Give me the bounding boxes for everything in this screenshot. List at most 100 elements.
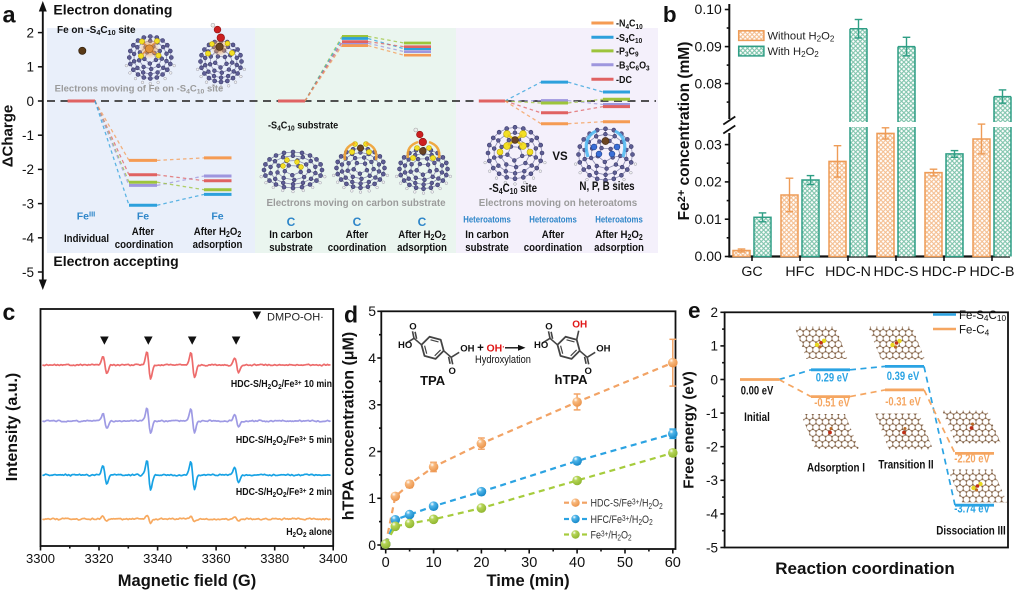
svg-text:O: O — [545, 321, 552, 332]
svg-text:20: 20 — [473, 555, 489, 571]
svg-text:O: O — [409, 321, 416, 332]
svg-text:0.08: 0.08 — [695, 75, 722, 91]
svg-text:OH: OH — [572, 320, 587, 331]
svg-text:3320: 3320 — [85, 551, 114, 566]
svg-text:Adsorption I: Adsorption I — [807, 462, 865, 475]
svg-text:Fe-C4: Fe-C4 — [959, 325, 990, 338]
svg-text:Individual: Individual — [64, 232, 109, 245]
svg-text:0: 0 — [26, 94, 34, 109]
svg-text:0.09: 0.09 — [695, 38, 722, 54]
svg-text:N, P, B sites: N, P, B sites — [579, 180, 634, 193]
svg-text:-5: -5 — [706, 540, 718, 555]
svg-text:After: After — [542, 228, 565, 241]
svg-text:HFC: HFC — [785, 264, 814, 280]
svg-text:Without H2O2: Without H2O2 — [768, 30, 835, 43]
svg-text:Electron donating: Electron donating — [53, 2, 172, 18]
svg-text:Free energy (eV): Free energy (eV) — [681, 371, 698, 489]
svg-text:HDC-B: HDC-B — [970, 264, 1015, 280]
svg-text:1: 1 — [710, 339, 718, 354]
svg-text:-2: -2 — [706, 440, 718, 455]
svg-text:Intensity (a.u.): Intensity (a.u.) — [4, 373, 21, 481]
svg-text:+: + — [477, 343, 484, 355]
svg-text:2: 2 — [710, 305, 718, 320]
svg-text:-5: -5 — [22, 265, 34, 280]
svg-text:HDC-S: HDC-S — [874, 264, 919, 280]
svg-text:60: 60 — [665, 555, 681, 571]
svg-text:3380: 3380 — [260, 551, 289, 566]
svg-text:OH: OH — [460, 343, 474, 354]
svg-text:3400: 3400 — [319, 551, 348, 566]
svg-text:d: d — [344, 302, 358, 328]
svg-text:After H2O2: After H2O2 — [595, 228, 642, 242]
svg-text:Fe-S4C10: Fe-S4C10 — [959, 310, 1006, 323]
svg-text:adsorption: adsorption — [193, 238, 243, 251]
svg-text:C: C — [353, 215, 362, 229]
svg-text:3360: 3360 — [202, 551, 231, 566]
svg-text:4: 4 — [368, 350, 376, 366]
svg-text:-1: -1 — [706, 406, 718, 421]
svg-text:GC: GC — [741, 264, 762, 280]
svg-text:DMPO-OH·: DMPO-OH· — [267, 312, 324, 324]
svg-text:-4: -4 — [706, 507, 718, 522]
svg-text:0.01: 0.01 — [695, 211, 722, 227]
svg-text:C: C — [418, 215, 427, 229]
svg-text:Electrons moving on carbon sub: Electrons moving on carbon substrate — [266, 198, 446, 209]
svg-text:3340: 3340 — [143, 551, 172, 566]
svg-text:a: a — [3, 1, 17, 27]
svg-text:-1: -1 — [22, 128, 34, 143]
svg-text:0: 0 — [368, 537, 376, 553]
svg-text:substrate: substrate — [269, 241, 313, 254]
svg-text:Fe: Fe — [137, 210, 149, 222]
svg-text:c: c — [3, 299, 16, 325]
svg-text:Heteroatoms: Heteroatoms — [595, 214, 643, 225]
svg-text:coordination: coordination — [524, 241, 582, 254]
svg-text:0.02: 0.02 — [695, 174, 722, 190]
svg-text:adsorption: adsorption — [397, 241, 447, 254]
svg-text:0: 0 — [382, 555, 390, 571]
svg-text:0.00: 0.00 — [695, 248, 722, 264]
svg-text:-3: -3 — [22, 196, 34, 211]
svg-text:Time (min): Time (min) — [486, 572, 569, 590]
svg-text:-B3C6O3: -B3C6O3 — [616, 60, 650, 72]
svg-text:-2.20 eV: -2.20 eV — [954, 453, 990, 466]
svg-text:Heteroatoms: Heteroatoms — [463, 214, 511, 225]
svg-text:After H2O2: After H2O2 — [398, 228, 445, 242]
svg-text:0.03: 0.03 — [695, 136, 722, 152]
svg-text:-0.51 eV: -0.51 eV — [814, 397, 850, 410]
svg-text:Fe3+/H2O2: Fe3+/H2O2 — [591, 528, 632, 542]
svg-text:2: 2 — [26, 25, 34, 40]
svg-text:hTPA concentration (μM): hTPA concentration (μM) — [340, 332, 357, 520]
svg-text:1: 1 — [26, 60, 34, 75]
svg-text:HDC-S/Fe3+/H2O2: HDC-S/Fe3+/H2O2 — [591, 496, 663, 510]
svg-text:Hydroxylation: Hydroxylation — [475, 354, 531, 366]
svg-text:Heteroatoms: Heteroatoms — [529, 214, 577, 225]
svg-text:TPA: TPA — [420, 373, 446, 388]
svg-text:0.10: 0.10 — [695, 1, 722, 17]
svg-text:-3.74 eV: -3.74 eV — [954, 503, 990, 516]
svg-text:HO: HO — [398, 340, 412, 351]
svg-text:Fe on -S4C10 site: Fe on -S4C10 site — [57, 25, 136, 37]
svg-text:C: C — [287, 215, 296, 229]
svg-text:Magnetic field (G): Magnetic field (G) — [118, 572, 256, 590]
svg-text:-3: -3 — [706, 473, 718, 488]
svg-text:1: 1 — [368, 490, 376, 506]
svg-text:3: 3 — [368, 397, 376, 413]
svg-text:Initial: Initial — [744, 411, 770, 424]
svg-text:3300: 3300 — [26, 551, 55, 566]
svg-text:After H2O2: After H2O2 — [194, 225, 241, 239]
svg-text:HFC/Fe3+/H2O2: HFC/Fe3+/H2O2 — [591, 513, 653, 527]
svg-text:ΔCharge: ΔCharge — [0, 105, 17, 167]
svg-text:0.00 eV: 0.00 eV — [741, 385, 773, 398]
svg-text:-DC: -DC — [616, 74, 632, 86]
svg-text:HDC-N: HDC-N — [825, 264, 871, 280]
svg-text:adsorption: adsorption — [594, 241, 644, 254]
svg-text:e: e — [688, 298, 701, 323]
svg-text:Dissociation III: Dissociation III — [936, 525, 1005, 538]
svg-text:Electrons moving on heteroatom: Electrons moving on heteroatoms — [479, 198, 638, 209]
svg-text:After: After — [132, 225, 155, 238]
svg-text:With H2O2: With H2O2 — [768, 46, 820, 59]
svg-text:40: 40 — [569, 555, 585, 571]
svg-text:10: 10 — [426, 555, 442, 571]
svg-text:2: 2 — [368, 443, 376, 459]
svg-text:5: 5 — [368, 303, 376, 319]
